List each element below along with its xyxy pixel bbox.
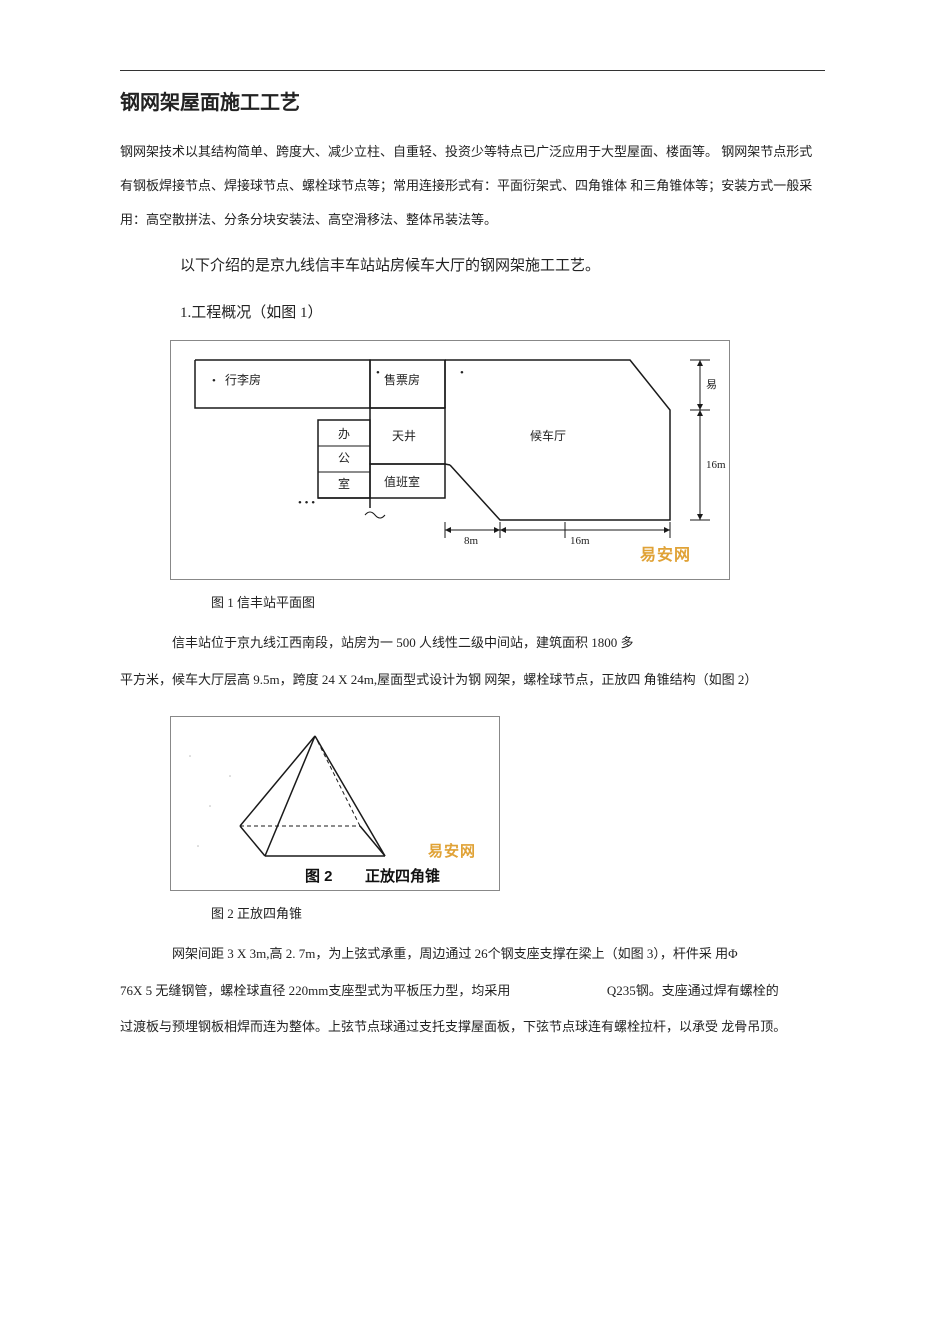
fig1-dim-8m: 8m [464,535,479,547]
svg-text:•: • [460,367,464,379]
fig1-hall: 候车厅 [530,428,566,443]
fig2-inner-1: 图 2 [305,868,333,885]
document-title: 钢网架屋面施工工艺 [120,89,825,117]
figure-2-caption: 图 2 正放四角锥 [120,903,825,922]
figure-1-svg: • 行李房 • 售票房 • 天井 办 公 室 • • • [170,340,730,580]
fig1-ticket: 售票房 [384,372,420,387]
fig1-luggage: 行李房 [225,372,261,387]
figure-2: 图 2 正放四角锥 易安网 [170,716,825,891]
section-1-heading: 1.工程概况（如图 1） [120,297,825,330]
paragraph-2: 信丰站位于京九线江西南段，站房为一 500 人线性二级中间站，建筑面积 1800… [120,625,825,698]
top-rule [120,70,825,71]
fig1-sky: 天井 [392,429,416,443]
fig1-office-1: 办 [338,426,350,441]
svg-text:• • •: • • • [298,497,315,509]
figure-2-svg: 图 2 正放四角锥 易安网 [170,716,500,891]
svg-text:•: • [376,367,380,379]
fig2-brand: 易安网 [428,842,476,860]
p2b: 500 人线性二级中间站，建筑面积 [396,635,588,650]
p6: 过渡板与预埋钢板相焊而连为整体。上弦节点球通过支托支撑屋面板，下弦节点球连有螺栓… [120,1009,825,1045]
p2c: 1800 多 [591,635,633,650]
p3: 平方米，候车大厅层高 9.5m，跨度 24 X 24m,屋面型式设计为钢 网架，… [120,662,825,698]
fig1-office-3: 室 [338,476,350,491]
figure-1-caption: 图 1 信丰站平面图 [120,592,825,611]
document-page: 钢网架屋面施工工艺 钢网架技术以其结构简单、跨度大、减少立柱、自重轻、投资少等特… [0,0,945,1338]
fig1-dim-right-bottom: 16m [706,459,726,471]
fig1-brand: 易安网 [640,545,691,564]
paragraph-intro: 钢网架技术以其结构简单、跨度大、减少立柱、自重轻、投资少等特点已广泛应用于大型屋… [120,135,825,236]
p2a: 信丰站位于京九线江西南段，站房为一 [172,635,393,650]
svg-text:•: • [212,375,216,387]
p4: 网架间距 3 X 3m,高 2. 7m，为上弦式承重，周边通过 26个钢支座支撑… [120,936,825,972]
figure-1: • 行李房 • 售票房 • 天井 办 公 室 • • • [170,340,825,580]
case-intro: 以下介绍的是京九线信丰车站站房候车大厅的钢网架施工工艺。 [120,250,825,283]
fig1-duty: 值班室 [384,474,420,489]
p5a: 76X 5 无缝钢管，螺栓球直径 220mm支座型式为平板压力型，均采用 [120,983,510,998]
p5b: Q235钢。支座通过焊有螺栓的 [607,983,779,998]
fig1-office-2: 公 [338,451,350,465]
fig1-dim-right-top: 易 [706,378,717,391]
fig1-dim-16m: 16m [570,535,590,547]
paragraph-4: 网架间距 3 X 3m,高 2. 7m，为上弦式承重，周边通过 26个钢支座支撑… [120,936,825,1045]
fig2-inner-2: 正放四角锥 [365,867,440,885]
